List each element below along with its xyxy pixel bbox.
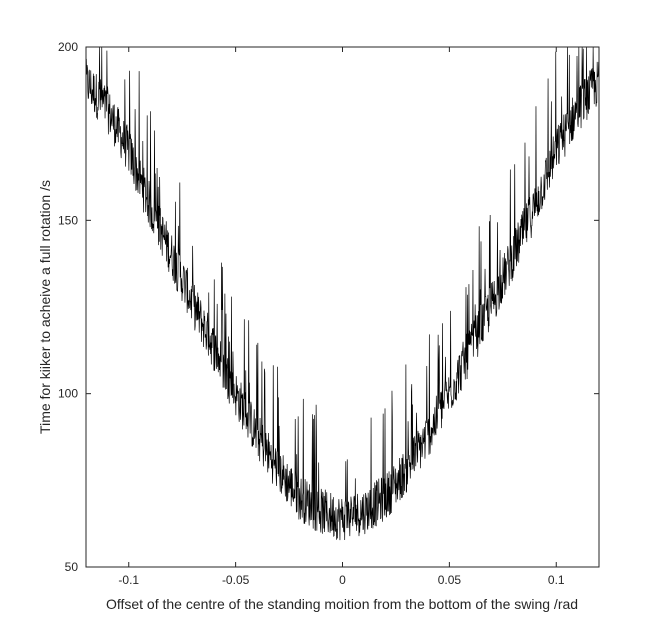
- y-tick-label: 100: [58, 387, 78, 401]
- x-tick-label: -0.05: [222, 573, 250, 587]
- y-tick-label: 200: [58, 40, 78, 54]
- data-series-line: [85, 46, 600, 541]
- y-axis-ticks: 50 100 150 200: [58, 40, 599, 574]
- x-tick-label: -0.1: [118, 573, 139, 587]
- y-tick-label: 50: [65, 560, 79, 574]
- x-tick-label: 0.05: [438, 573, 462, 587]
- y-axis-label: Time for kiiker to acheive a full rotati…: [37, 180, 53, 434]
- x-tick-label: 0.1: [548, 573, 565, 587]
- x-axis-label: Offset of the centre of the standing moi…: [106, 596, 578, 612]
- y-tick-label: 150: [58, 213, 78, 227]
- data-trace-group: [85, 46, 600, 541]
- x-tick-label: 0: [339, 573, 346, 587]
- plot-area: [86, 47, 599, 567]
- x-axis-ticks: -0.1 -0.05 0 0.05 0.1: [118, 47, 565, 587]
